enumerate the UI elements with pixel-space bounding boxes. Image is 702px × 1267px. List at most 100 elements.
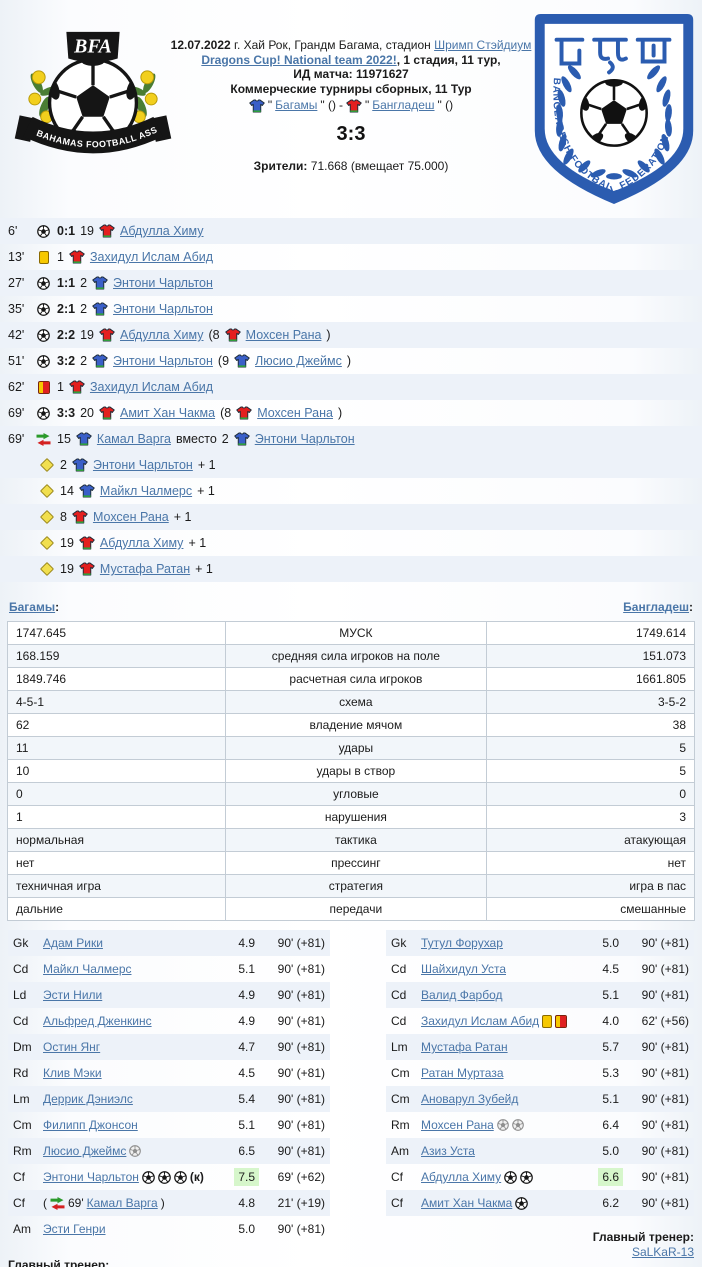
player-link[interactable]: Люсио Джеймс <box>43 1144 127 1158</box>
player-link[interactable]: Камал Варга <box>86 1196 158 1210</box>
player-link[interactable]: Ановарул Зубейд <box>421 1092 519 1106</box>
player-rating: 6.6 <box>598 1168 623 1186</box>
player-link[interactable]: Майкл Чалмерс <box>99 484 193 498</box>
player-rating: 6.5 <box>238 1144 255 1158</box>
stat-row: техничная игра стратегия игра в пас <box>7 874 696 898</box>
player-link[interactable]: Азиз Уста <box>421 1144 475 1158</box>
player-rating: 4.0 <box>602 1014 619 1028</box>
player-link[interactable]: Захидул Ислам Абид <box>89 380 214 394</box>
player-link[interactable]: Деррик Дэниэлс <box>43 1092 133 1106</box>
stat-row: 11 удары 5 <box>7 736 696 760</box>
event-text: (8 <box>208 328 220 342</box>
tournament-link[interactable]: Dragons Cup! National team 2022! <box>201 52 397 67</box>
event-row: 51' 3:2 2 Энтони Чарльтон (9 Люсио Джеймс) <box>0 348 702 374</box>
player-link[interactable]: Захидул Ислам Абид <box>89 250 214 264</box>
stat-away-value: игра в пас <box>485 874 696 898</box>
stat-row: 1 нарушения 3 <box>7 805 696 829</box>
away-coach-link[interactable]: SaLKaR-13 <box>631 1245 694 1259</box>
bonus-value: + 1 <box>197 484 215 498</box>
player-row: Rm Люсио Джеймс 6.5 90' (+81) <box>8 1138 330 1164</box>
away-team-suffix: " () <box>437 98 454 113</box>
event-text: ) <box>346 354 352 368</box>
bonus-value: + 1 <box>197 458 216 472</box>
player-link[interactable]: Захидул Ислам Абид <box>421 1014 540 1028</box>
player-link[interactable]: Клив Мэки <box>43 1066 102 1080</box>
player-link[interactable]: Филипп Джонсон <box>43 1118 138 1132</box>
player-rating: 4.9 <box>238 936 255 950</box>
stat-row: 10 удары в створ 5 <box>7 759 696 783</box>
match-id: ИД матча: 11971627 <box>293 67 409 81</box>
player-link[interactable]: Люсио Джеймс <box>255 354 342 368</box>
goal-ball-icon <box>142 1170 155 1184</box>
player-row: Cm Ановарул Зубейд 5.1 90' (+81) <box>386 1086 694 1112</box>
player-link[interactable]: Амит Хан Чакма <box>421 1196 513 1210</box>
bonus-diamond-icon <box>39 561 54 577</box>
player-link[interactable]: Валид Фарбод <box>421 988 503 1002</box>
player-link[interactable]: Тутул Форухар <box>421 936 503 950</box>
player-link[interactable]: Абдулла Химу <box>421 1170 502 1184</box>
player-link[interactable]: Энтони Чарльтон <box>254 432 355 446</box>
position-label: Cd <box>391 962 407 976</box>
player-link[interactable]: Энтони Чарльтон <box>113 276 213 290</box>
bonus-row: 14 Майкл Чалмерс + 1 <box>0 478 702 504</box>
home-team-link[interactable]: Багамы <box>275 98 318 113</box>
second-yellow-red-card-icon <box>555 1014 568 1028</box>
player-rating: 4.5 <box>238 1066 255 1080</box>
tournament-round: Коммерческие турниры сборных, 11 Тур <box>230 81 472 96</box>
player-link[interactable]: Абдулла Химу <box>119 224 204 238</box>
player-link[interactable]: Энтони Чарльтон <box>113 302 213 316</box>
position-label: Am <box>391 1144 409 1158</box>
away-team-stats-link[interactable]: Бангладеш <box>623 600 689 614</box>
player-link[interactable]: Эсти Нили <box>43 988 103 1002</box>
position-label: Rm <box>13 1144 32 1158</box>
away-coach: Главный тренер: SaLKaR-13 <box>386 1230 694 1260</box>
player-link[interactable]: Остин Янг <box>43 1040 101 1054</box>
attendance: Зрители: 71.668 (вмещает 75.000) <box>151 159 551 174</box>
player-link[interactable]: Мохсен Рана <box>257 406 333 420</box>
goal-ball-icon <box>174 1170 187 1184</box>
stadium-link[interactable]: Шримп Стэйдиум <box>434 38 532 52</box>
player-link[interactable]: Шайхидул Уста <box>421 962 507 976</box>
teams-line: " Багамы " () - " Бангладеш " () <box>151 98 551 113</box>
stat-label: стратегия <box>224 874 487 898</box>
player-link[interactable]: Абдулла Химу <box>119 328 204 342</box>
home-team-stats-link[interactable]: Багамы <box>9 600 56 614</box>
shirt-icon-blue <box>92 276 108 290</box>
player-link[interactable]: Адам Рики <box>43 936 103 950</box>
event-text: 2 <box>80 276 88 290</box>
player-minutes: 90' (+81) <box>277 936 325 950</box>
player-link[interactable]: Мохсен Рана <box>421 1118 494 1132</box>
player-link[interactable]: Ратан Муртаза <box>421 1066 504 1080</box>
bonus-diamond-icon <box>39 457 54 473</box>
home-shirt-slot <box>249 98 265 113</box>
player-link[interactable]: Мохсен Рана <box>245 328 322 342</box>
player-link[interactable]: Майкл Чалмерс <box>43 962 132 976</box>
stat-home-value: 11 <box>7 736 226 760</box>
paren: ) <box>160 1196 165 1210</box>
player-link[interactable]: Энтони Чарльтон <box>43 1170 139 1184</box>
player-link[interactable]: Альфред Дженкинс <box>43 1014 152 1028</box>
stat-label: удары <box>224 736 487 760</box>
away-team-link[interactable]: Бангладеш <box>372 98 435 113</box>
stats-table: 1747.645 МУСК 1749.614 168.159 средняя сила … <box>7 621 696 921</box>
player-number: 14 <box>60 484 74 498</box>
stat-label: средняя сила игроков на поле <box>224 644 487 668</box>
player-link[interactable]: Мохсен Рана <box>92 510 169 524</box>
laurel-wreath-decoration <box>556 65 672 180</box>
player-link[interactable]: Эсти Генри <box>43 1222 106 1236</box>
stat-label: схема <box>224 690 487 714</box>
event-text: 2 <box>221 432 229 446</box>
player-link[interactable]: Абдулла Химу <box>99 536 184 550</box>
home-coach: Главный тренер:Yoha2000 <box>8 1258 330 1267</box>
player-link[interactable]: Мустафа Ратан <box>421 1040 508 1054</box>
player-link[interactable]: Мустафа Ратан <box>99 562 191 576</box>
stat-away-value: 1749.614 <box>485 621 696 645</box>
player-link[interactable]: Энтони Чарльтон <box>113 354 213 368</box>
player-link[interactable]: Амит Хан Чакма <box>119 406 216 420</box>
tournament-stage: , 1 стадия, 11 тур, <box>396 52 501 67</box>
player-link[interactable]: Энтони Чарльтон <box>92 458 193 472</box>
stat-home-value: техничная игра <box>7 874 226 898</box>
player-link[interactable]: Камал Варга <box>96 432 171 446</box>
player-minutes: 90' (+81) <box>277 1040 325 1054</box>
